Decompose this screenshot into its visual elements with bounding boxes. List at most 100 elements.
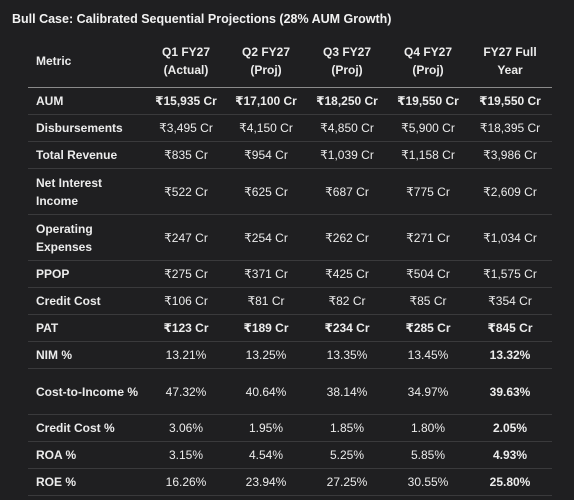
value-cell: ₹687 Cr (306, 168, 388, 215)
value-cell: ₹18,395 Cr (468, 114, 552, 142)
value-cell: 2.05% (468, 414, 552, 442)
value-cell: 27.25% (306, 468, 388, 496)
table-row: ROA % 3.15% 4.54% 5.25% 5.85% 4.93% (28, 441, 552, 469)
value-cell: ₹425 Cr (306, 260, 388, 288)
table-row: PAT ₹123 Cr ₹189 Cr ₹234 Cr ₹285 Cr ₹845 Cr (28, 314, 552, 342)
projection-table: Metric Q1 FY27 (Actual) Q2 FY27 (Proj) Q3 F… (28, 35, 552, 496)
value-cell: 4.54% (226, 441, 306, 469)
value-cell: ₹1,575 Cr (468, 260, 552, 288)
value-cell: 1.95% (226, 414, 306, 442)
table-row: Net Interest Income ₹522 Cr ₹625 Cr ₹687 Cr… (28, 168, 552, 215)
value-cell: ₹4,150 Cr (226, 114, 306, 142)
header-cell: FY27 Full Year (468, 35, 552, 88)
value-cell: 13.25% (226, 341, 306, 369)
value-cell: ₹1,039 Cr (306, 141, 388, 169)
header-cell: Q4 FY27 (Proj) (388, 35, 468, 88)
value-cell: 30.55% (388, 468, 468, 496)
value-cell: ₹123 Cr (146, 314, 226, 342)
row-label: NIM % (28, 341, 146, 369)
value-cell: ₹354 Cr (468, 287, 552, 315)
value-cell: 1.85% (306, 414, 388, 442)
table-row: PPOP ₹275 Cr ₹371 Cr ₹425 Cr ₹504 Cr ₹1,575 C… (28, 260, 552, 288)
row-label: Disbursements (28, 114, 146, 142)
value-cell: ₹625 Cr (226, 168, 306, 215)
table-row: Credit Cost % 3.06% 1.95% 1.85% 1.80% 2.05% (28, 414, 552, 442)
value-cell: 5.85% (388, 441, 468, 469)
value-cell: ₹82 Cr (306, 287, 388, 315)
value-cell: ₹5,900 Cr (388, 114, 468, 142)
value-cell: 4.93% (468, 441, 552, 469)
value-cell: 40.64% (226, 368, 306, 415)
table-title: Bull Case: Calibrated Sequential Project… (12, 12, 392, 26)
table-row: NIM % 13.21% 13.25% 13.35% 13.45% 13.32% (28, 341, 552, 369)
row-label: Cost-to-Income % (28, 368, 146, 415)
value-cell: ₹835 Cr (146, 141, 226, 169)
header-cell: Metric (28, 35, 146, 88)
value-cell: ₹522 Cr (146, 168, 226, 215)
value-cell: ₹271 Cr (388, 214, 468, 261)
row-label: ROE % (28, 468, 146, 496)
value-cell: 34.97% (388, 368, 468, 415)
row-label: Operating Expenses (28, 214, 146, 261)
value-cell: 13.45% (388, 341, 468, 369)
value-cell: ₹15,935 Cr (146, 87, 226, 115)
value-cell: ₹775 Cr (388, 168, 468, 215)
table-row: Operating Expenses ₹247 Cr ₹254 Cr ₹262 Cr ₹… (28, 214, 552, 261)
value-cell: ₹189 Cr (226, 314, 306, 342)
header-cell: Q1 FY27 (Actual) (146, 35, 226, 88)
value-cell: ₹845 Cr (468, 314, 552, 342)
value-cell: ₹254 Cr (226, 214, 306, 261)
value-cell: 23.94% (226, 468, 306, 496)
header-row: Metric Q1 FY27 (Actual) Q2 FY27 (Proj) Q3 F… (28, 35, 552, 88)
value-cell: 13.32% (468, 341, 552, 369)
table-row: Total Revenue ₹835 Cr ₹954 Cr ₹1,039 Cr ₹1,1… (28, 141, 552, 169)
value-cell: 13.21% (146, 341, 226, 369)
row-label: Credit Cost % (28, 414, 146, 442)
value-cell: 5.25% (306, 441, 388, 469)
value-cell: ₹19,550 Cr (468, 87, 552, 115)
value-cell: ₹504 Cr (388, 260, 468, 288)
table-row: Credit Cost ₹106 Cr ₹81 Cr ₹82 Cr ₹85 Cr ₹354… (28, 287, 552, 315)
table-row: Cost-to-Income % 47.32% 40.64% 38.14% 34.97%… (28, 368, 552, 415)
value-cell: 16.26% (146, 468, 226, 496)
value-cell: ₹19,550 Cr (388, 87, 468, 115)
value-cell: ₹275 Cr (146, 260, 226, 288)
row-label: PAT (28, 314, 146, 342)
value-cell: ₹85 Cr (388, 287, 468, 315)
row-label: AUM (28, 87, 146, 115)
value-cell: ₹81 Cr (226, 287, 306, 315)
table-row: AUM ₹15,935 Cr ₹17,100 Cr ₹18,250 Cr ₹19,550… (28, 87, 552, 115)
value-cell: ₹2,609 Cr (468, 168, 552, 215)
value-cell: ₹262 Cr (306, 214, 388, 261)
value-cell: 25.80% (468, 468, 552, 496)
table-row: Disbursements ₹3,495 Cr ₹4,150 Cr ₹4,850 Cr… (28, 114, 552, 142)
value-cell: 3.06% (146, 414, 226, 442)
row-label: Net Interest Income (28, 168, 146, 215)
value-cell: ₹3,495 Cr (146, 114, 226, 142)
value-cell: 39.63% (468, 368, 552, 415)
value-cell: ₹234 Cr (306, 314, 388, 342)
value-cell: ₹954 Cr (226, 141, 306, 169)
table-row: ROE % 16.26% 23.94% 27.25% 30.55% 25.80% (28, 468, 552, 496)
row-label: PPOP (28, 260, 146, 288)
value-cell: 38.14% (306, 368, 388, 415)
value-cell: ₹3,986 Cr (468, 141, 552, 169)
row-label: Credit Cost (28, 287, 146, 315)
value-cell: ₹371 Cr (226, 260, 306, 288)
value-cell: ₹106 Cr (146, 287, 226, 315)
value-cell: ₹285 Cr (388, 314, 468, 342)
row-label: Total Revenue (28, 141, 146, 169)
value-cell: ₹1,158 Cr (388, 141, 468, 169)
value-cell: 1.80% (388, 414, 468, 442)
value-cell: 3.15% (146, 441, 226, 469)
value-cell: 47.32% (146, 368, 226, 415)
value-cell: ₹17,100 Cr (226, 87, 306, 115)
value-cell: ₹247 Cr (146, 214, 226, 261)
header-cell: Q3 FY27 (Proj) (306, 35, 388, 88)
header-cell: Q2 FY27 (Proj) (226, 35, 306, 88)
value-cell: ₹1,034 Cr (468, 214, 552, 261)
value-cell: ₹18,250 Cr (306, 87, 388, 115)
value-cell: ₹4,850 Cr (306, 114, 388, 142)
row-label: ROA % (28, 441, 146, 469)
